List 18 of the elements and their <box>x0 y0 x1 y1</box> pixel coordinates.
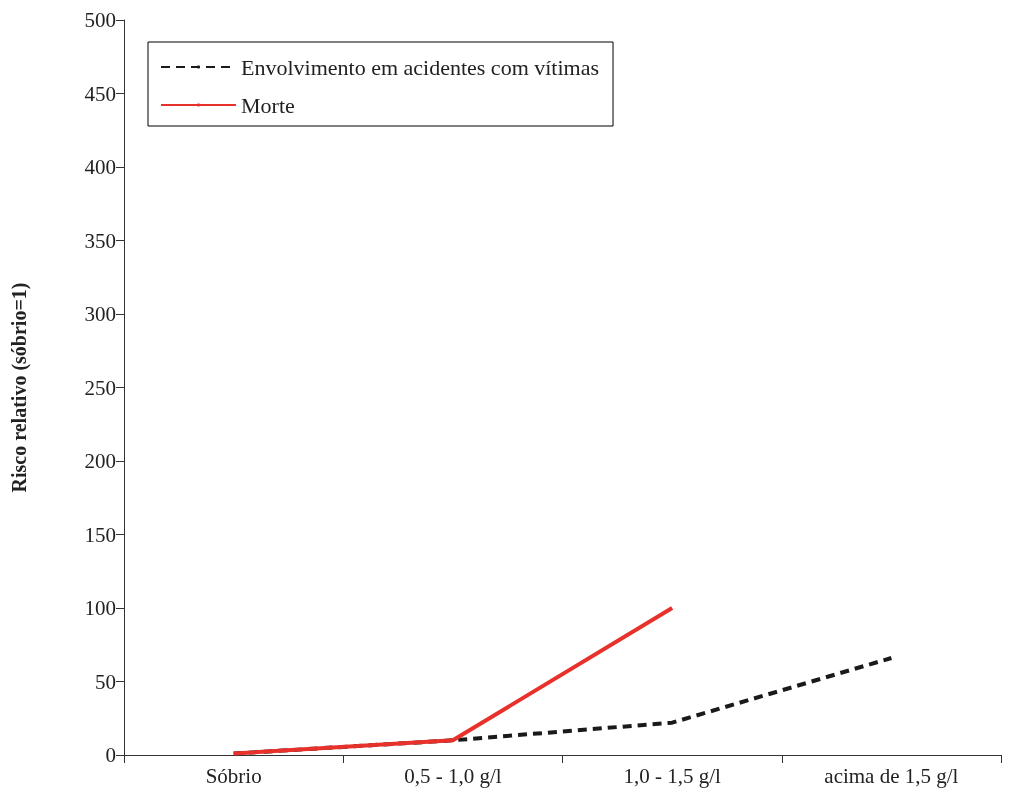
x-tick-label: acima de 1,5 g/l <box>824 763 959 788</box>
legend-label: Morte <box>241 92 295 118</box>
x-tick-label: 0,5 - 1,0 g/l <box>404 763 502 788</box>
legend-label: Envolvimento em acidentes com vítimas <box>241 54 600 80</box>
y-tick-label: 50 <box>95 669 116 694</box>
y-tick-label: 450 <box>84 81 116 106</box>
y-tick-label: 500 <box>84 8 116 32</box>
y-tick-label: 0 <box>105 743 116 767</box>
y-tick-label: 100 <box>84 596 116 620</box>
x-tick-label: 1,0 - 1,5 g/l <box>623 763 721 788</box>
y-tick-label: 400 <box>84 155 116 179</box>
y-tick-label: 250 <box>84 375 116 400</box>
y-tick-label: 350 <box>84 228 116 253</box>
y-tick-label: 150 <box>84 522 116 547</box>
x-tick-label: Sóbrio <box>205 763 262 788</box>
y-tick-label: 300 <box>84 302 116 326</box>
y-axis-title: Risco relativo (sóbrio=1) <box>8 282 31 493</box>
y-tick-label: 200 <box>84 449 116 473</box>
